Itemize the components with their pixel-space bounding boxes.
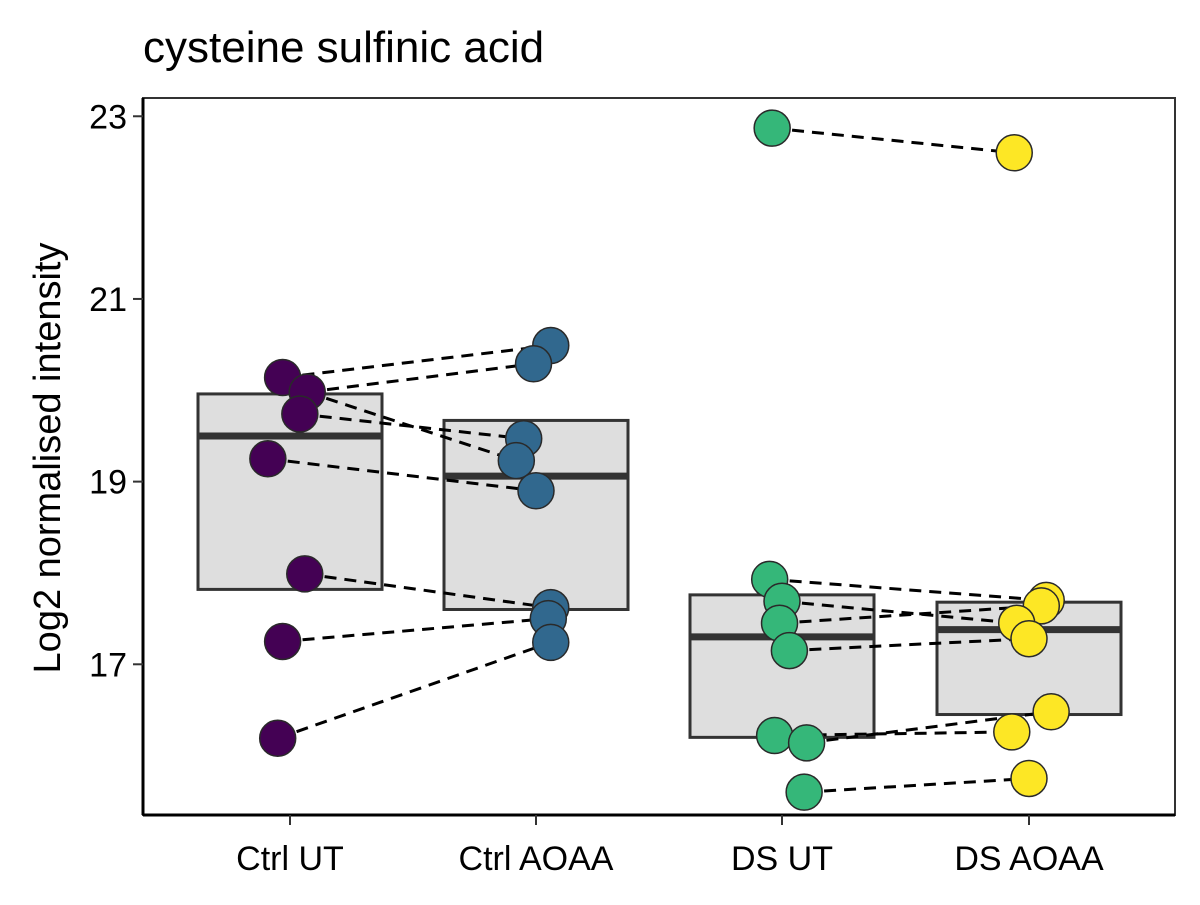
pair-line	[267, 457, 537, 493]
pair-line	[769, 577, 1047, 602]
x-tick-label: Ctrl AOAA	[459, 840, 614, 878]
x-tick-label: Ctrl UT	[236, 840, 344, 878]
points-layer	[249, 109, 1070, 811]
data-point	[787, 724, 826, 762]
y-tick-label: 19	[89, 464, 127, 502]
pair-line	[299, 412, 524, 441]
pair-line	[306, 390, 517, 463]
y-tick-label: 17	[89, 646, 127, 684]
pair-line	[772, 126, 1015, 155]
pair-line	[282, 344, 551, 379]
data-point	[1010, 619, 1048, 658]
data-point	[993, 713, 1031, 751]
x-tick-label: DS AOAA	[954, 840, 1104, 878]
pair-line	[779, 604, 1042, 625]
data-point	[258, 719, 297, 758]
data-point	[1032, 693, 1070, 731]
y-tick-label: 21	[89, 281, 127, 319]
pair-lines-layer	[267, 126, 1052, 794]
data-point	[770, 631, 809, 670]
x-tick-label: DS UT	[731, 840, 833, 878]
data-point	[263, 622, 302, 661]
data-point	[514, 345, 553, 383]
data-point	[755, 716, 794, 755]
pair-line	[307, 362, 534, 394]
data-point	[1010, 759, 1048, 798]
data-point	[286, 555, 324, 593]
data-point	[281, 395, 319, 433]
data-point	[497, 441, 536, 480]
pair-line	[277, 640, 552, 740]
pair-line	[804, 776, 1030, 794]
pair-line	[304, 572, 551, 610]
data-point	[995, 134, 1033, 172]
y-axis-label: Log2 normalised intensity	[27, 243, 69, 674]
data-point	[785, 773, 823, 811]
data-point	[753, 109, 791, 147]
data-point	[249, 440, 287, 478]
data-point	[532, 623, 570, 662]
data-point	[517, 472, 555, 510]
boxes-layer	[196, 392, 1123, 739]
chart-title: cysteine sulfinic acid	[143, 23, 544, 72]
y-tick-label: 23	[89, 98, 127, 136]
pair-line	[282, 617, 549, 643]
axes-layer: 17 19 21 23 Ctrl UT Ctrl AOAA DS UT DS AOAA	[89, 97, 1176, 878]
